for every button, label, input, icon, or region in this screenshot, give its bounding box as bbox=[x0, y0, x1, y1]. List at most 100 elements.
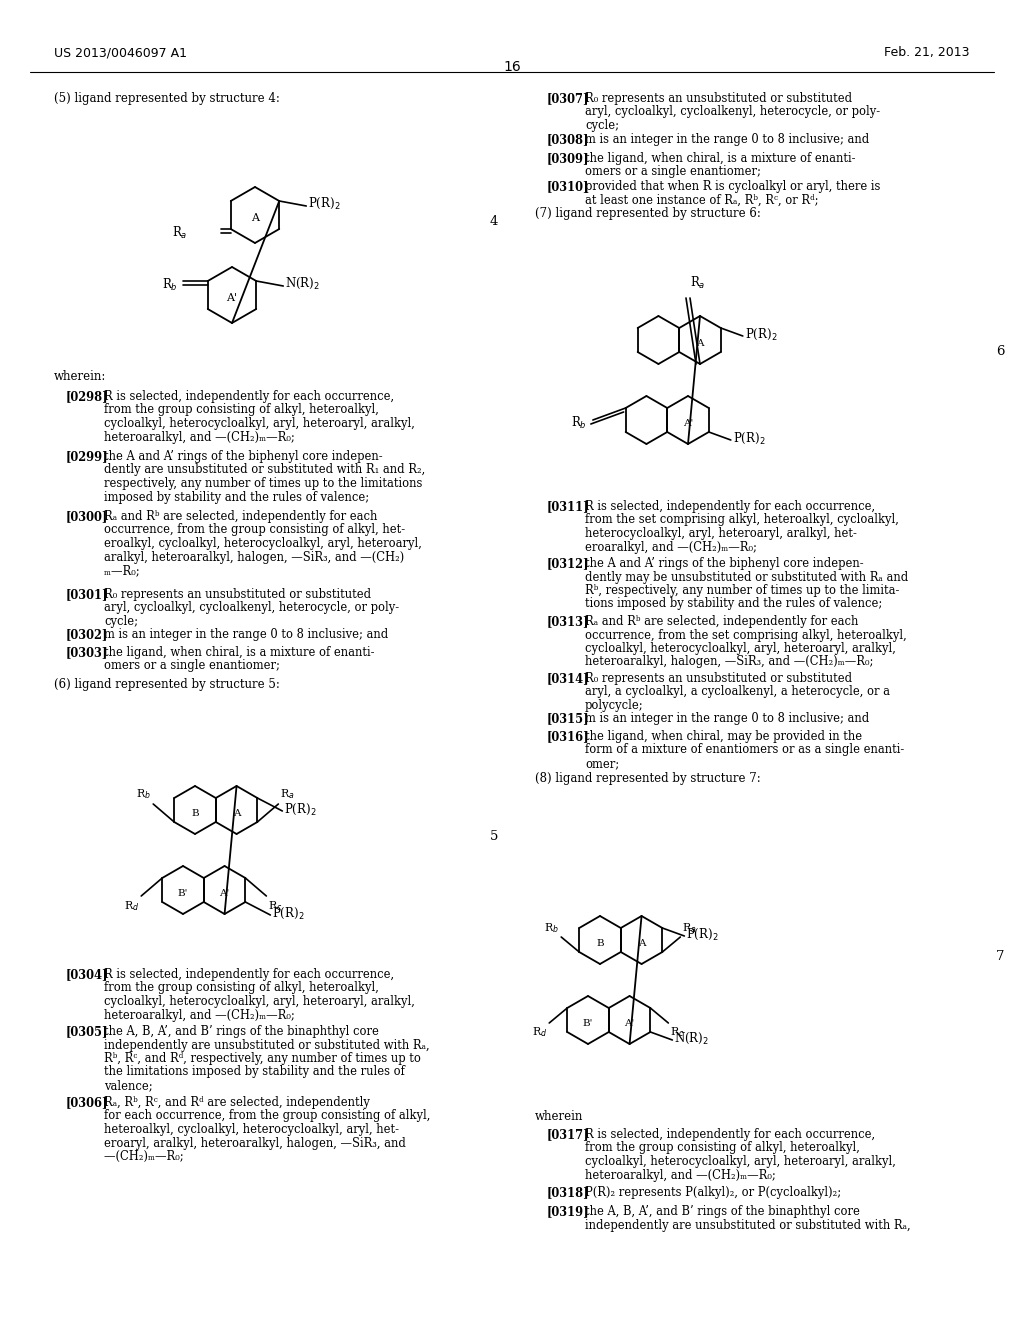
Text: omers or a single enantiomer;: omers or a single enantiomer; bbox=[104, 660, 280, 672]
Text: m is an integer in the range 0 to 8 inclusive; and: m is an integer in the range 0 to 8 incl… bbox=[104, 628, 388, 642]
Text: cycloalkyl, heterocycloalkyl, aryl, heteroaryl, aralkyl,: cycloalkyl, heterocycloalkyl, aryl, hete… bbox=[104, 995, 415, 1008]
Text: heteroaralkyl, and —(CH₂)ₘ—R₀⁠;: heteroaralkyl, and —(CH₂)ₘ—R₀⁠; bbox=[104, 1008, 295, 1022]
Text: R$_a$: R$_a$ bbox=[281, 787, 295, 801]
Text: dently may be unsubstituted or substituted with Rₐ and: dently may be unsubstituted or substitut… bbox=[585, 570, 908, 583]
Text: (6) ligand represented by structure 5:: (6) ligand represented by structure 5: bbox=[54, 678, 280, 690]
Text: aralkyl, heteroaralkyl, halogen, —SiR₃, and —(CH₂): aralkyl, heteroaralkyl, halogen, —SiR₃, … bbox=[104, 550, 404, 564]
Text: R is selected, independently for each occurrence,: R is selected, independently for each oc… bbox=[585, 500, 876, 513]
Text: N(R)$_2$: N(R)$_2$ bbox=[286, 276, 321, 290]
Text: Feb. 21, 2013: Feb. 21, 2013 bbox=[885, 46, 970, 59]
Text: [0314]: [0314] bbox=[547, 672, 590, 685]
Text: from the group consisting of alkyl, heteroalkyl,: from the group consisting of alkyl, hete… bbox=[104, 404, 379, 417]
Text: wherein: wherein bbox=[535, 1110, 584, 1123]
Text: [0310]: [0310] bbox=[547, 180, 590, 193]
Text: heterocycloalkyl, aryl, heteroaryl, aralkyl, het-: heterocycloalkyl, aryl, heteroaryl, aral… bbox=[585, 527, 857, 540]
Text: [0309]: [0309] bbox=[547, 152, 590, 165]
Text: independently are unsubstituted or substituted with Rₐ,: independently are unsubstituted or subst… bbox=[104, 1039, 430, 1052]
Text: [0299]: [0299] bbox=[66, 450, 109, 463]
Text: A: A bbox=[638, 939, 645, 948]
Text: R$_a$: R$_a$ bbox=[682, 921, 697, 935]
Text: m is an integer in the range 0 to 8 inclusive; and: m is an integer in the range 0 to 8 incl… bbox=[585, 711, 869, 725]
Text: Rₐ, Rᵇ, Rᶜ, and Rᵈ are selected, independently: Rₐ, Rᵇ, Rᶜ, and Rᵈ are selected, indepen… bbox=[104, 1096, 370, 1109]
Text: B: B bbox=[596, 939, 604, 948]
Text: P(R)$_2$: P(R)$_2$ bbox=[686, 927, 719, 941]
Text: polycycle;: polycycle; bbox=[585, 700, 644, 711]
Text: US 2013/0046097 A1: US 2013/0046097 A1 bbox=[54, 46, 187, 59]
Text: cycle;: cycle; bbox=[104, 615, 138, 628]
Text: wherein:: wherein: bbox=[54, 370, 106, 383]
Text: Rᵇ, Rᶜ, and Rᵈ, respectively, any number of times up to: Rᵇ, Rᶜ, and Rᵈ, respectively, any number… bbox=[104, 1052, 421, 1065]
Text: (8) ligand represented by structure 7:: (8) ligand represented by structure 7: bbox=[535, 772, 761, 785]
Text: R$_c$: R$_c$ bbox=[671, 1026, 685, 1039]
Text: R₀⁠ represents an unsubstituted or substituted: R₀⁠ represents an unsubstituted or subst… bbox=[585, 92, 852, 106]
Text: [0319]: [0319] bbox=[547, 1205, 590, 1218]
Text: aryl, a cycloalkyl, a cycloalkenyl, a heterocycle, or a: aryl, a cycloalkyl, a cycloalkenyl, a he… bbox=[585, 685, 890, 698]
Text: R$_b$: R$_b$ bbox=[136, 787, 152, 801]
Text: A': A' bbox=[219, 888, 229, 898]
Text: R is selected, independently for each occurrence,: R is selected, independently for each oc… bbox=[104, 968, 394, 981]
Text: from the group consisting of alkyl, heteroalkyl,: from the group consisting of alkyl, hete… bbox=[585, 1142, 860, 1155]
Text: from the group consisting of alkyl, heteroalkyl,: from the group consisting of alkyl, hete… bbox=[104, 982, 379, 994]
Text: A: A bbox=[251, 213, 259, 223]
Text: [0305]: [0305] bbox=[66, 1026, 109, 1038]
Text: [0316]: [0316] bbox=[547, 730, 590, 743]
Text: Rₐ and Rᵇ are selected, independently for each: Rₐ and Rᵇ are selected, independently fo… bbox=[585, 615, 858, 628]
Text: 5: 5 bbox=[490, 830, 499, 843]
Text: cycloalkyl, heterocycloalkyl, aryl, heteroaryl, aralkyl,: cycloalkyl, heterocycloalkyl, aryl, hete… bbox=[104, 417, 415, 430]
Text: [0303]: [0303] bbox=[66, 645, 109, 659]
Text: R is selected, independently for each occurrence,: R is selected, independently for each oc… bbox=[104, 389, 394, 403]
Text: A': A' bbox=[683, 418, 693, 428]
Text: heteroaralkyl, and —(CH₂)ₘ—R₀⁠;: heteroaralkyl, and —(CH₂)ₘ—R₀⁠; bbox=[585, 1168, 776, 1181]
Text: from the set comprising alkyl, heteroalkyl, cycloalkyl,: from the set comprising alkyl, heteroalk… bbox=[585, 513, 899, 527]
Text: [0306]: [0306] bbox=[66, 1096, 109, 1109]
Text: aryl, cycloalkyl, cycloalkenyl, heterocycle, or poly-: aryl, cycloalkyl, cycloalkenyl, heterocy… bbox=[585, 106, 880, 119]
Text: R$_b$: R$_b$ bbox=[162, 277, 178, 293]
Text: valence;: valence; bbox=[104, 1078, 153, 1092]
Text: heteroalkyl, cycloalkyl, heterocycloalkyl, aryl, het-: heteroalkyl, cycloalkyl, heterocycloalky… bbox=[104, 1123, 399, 1137]
Text: (7) ligand represented by structure 6:: (7) ligand represented by structure 6: bbox=[535, 207, 761, 220]
Text: R$_c$: R$_c$ bbox=[268, 899, 283, 913]
Text: 4: 4 bbox=[490, 215, 499, 228]
Text: cycloalkyl, heterocycloalkyl, aryl, heteroaryl, aralkyl,: cycloalkyl, heterocycloalkyl, aryl, hete… bbox=[585, 642, 896, 655]
Text: the A, B, A’, and B’ rings of the binaphthyl core: the A, B, A’, and B’ rings of the binaph… bbox=[104, 1026, 379, 1038]
Text: [0304]: [0304] bbox=[66, 968, 109, 981]
Text: A': A' bbox=[226, 293, 238, 304]
Text: P(R)$_2$: P(R)$_2$ bbox=[744, 326, 777, 342]
Text: B: B bbox=[191, 808, 199, 817]
Text: N(R)$_2$: N(R)$_2$ bbox=[675, 1031, 710, 1045]
Text: [0315]: [0315] bbox=[547, 711, 590, 725]
Text: [0302]: [0302] bbox=[66, 628, 109, 642]
Text: provided that when R is cycloalkyl or aryl, there is: provided that when R is cycloalkyl or ar… bbox=[585, 180, 881, 193]
Text: P(R)$_2$: P(R)$_2$ bbox=[285, 801, 316, 817]
Text: the A and A’ rings of the biphenyl core indepen-: the A and A’ rings of the biphenyl core … bbox=[585, 557, 863, 570]
Text: —(CH₂)ₘ—R₀⁠;: —(CH₂)ₘ—R₀⁠; bbox=[104, 1150, 183, 1163]
Text: independently are unsubstituted or substituted with Rₐ,: independently are unsubstituted or subst… bbox=[585, 1218, 910, 1232]
Text: R$_b$: R$_b$ bbox=[544, 921, 559, 935]
Text: m is an integer in the range 0 to 8 inclusive; and: m is an integer in the range 0 to 8 incl… bbox=[585, 133, 869, 147]
Text: the ligand, when chiral, is a mixture of enanti-: the ligand, when chiral, is a mixture of… bbox=[104, 645, 375, 659]
Text: 7: 7 bbox=[995, 950, 1005, 964]
Text: R$_d$: R$_d$ bbox=[531, 1026, 547, 1039]
Text: tions imposed by stability and the rules of valence;: tions imposed by stability and the rules… bbox=[585, 598, 883, 610]
Text: R$_a$: R$_a$ bbox=[172, 224, 187, 242]
Text: Rₐ and Rᵇ are selected, independently for each: Rₐ and Rᵇ are selected, independently fo… bbox=[104, 510, 378, 523]
Text: eroaralkyl, and —(CH₂)ₘ—R₀⁠;: eroaralkyl, and —(CH₂)ₘ—R₀⁠; bbox=[585, 540, 757, 553]
Text: P(R)$_2$: P(R)$_2$ bbox=[733, 430, 765, 446]
Text: for each occurrence, from the group consisting of alkyl,: for each occurrence, from the group cons… bbox=[104, 1110, 430, 1122]
Text: [0312]: [0312] bbox=[547, 557, 590, 570]
Text: P(R)₂ represents P(alkyl)₂, or P(cycloalkyl)₂;: P(R)₂ represents P(alkyl)₂, or P(cycloal… bbox=[585, 1185, 841, 1199]
Text: omer;: omer; bbox=[585, 756, 620, 770]
Text: respectively, any number of times up to the limitations: respectively, any number of times up to … bbox=[104, 477, 422, 490]
Text: 6: 6 bbox=[995, 345, 1005, 358]
Text: occurrence, from the set comprising alkyl, heteroalkyl,: occurrence, from the set comprising alky… bbox=[585, 628, 906, 642]
Text: dently are unsubstituted or substituted with R₁ and R₂,: dently are unsubstituted or substituted … bbox=[104, 463, 425, 477]
Text: [0313]: [0313] bbox=[547, 615, 590, 628]
Text: R₀⁠ represents an unsubstituted or substituted: R₀⁠ represents an unsubstituted or subst… bbox=[585, 672, 852, 685]
Text: cycle;: cycle; bbox=[585, 119, 618, 132]
Text: the ligand, when chiral, is a mixture of enanti-: the ligand, when chiral, is a mixture of… bbox=[585, 152, 855, 165]
Text: (5) ligand represented by structure 4:: (5) ligand represented by structure 4: bbox=[54, 92, 280, 106]
Text: imposed by stability and the rules of valence;: imposed by stability and the rules of va… bbox=[104, 491, 369, 503]
Text: R$_d$: R$_d$ bbox=[124, 899, 139, 913]
Text: cycloalkyl, heterocycloalkyl, aryl, heteroaryl, aralkyl,: cycloalkyl, heterocycloalkyl, aryl, hete… bbox=[585, 1155, 896, 1168]
Text: the limitations imposed by stability and the rules of: the limitations imposed by stability and… bbox=[104, 1065, 404, 1078]
